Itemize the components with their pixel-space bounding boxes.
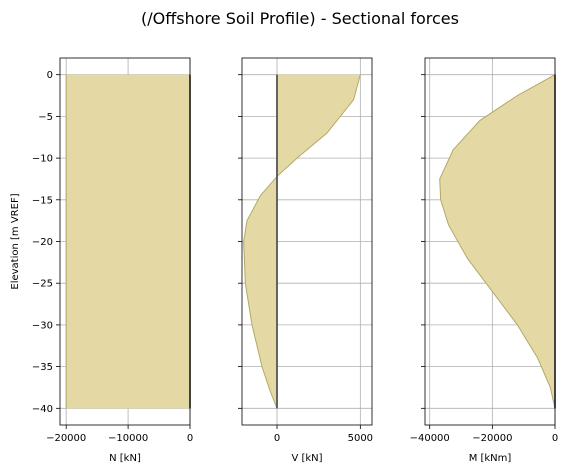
area-fill [243,74,361,409]
panels-group: −20000 −10000 0 0 −5 −10 −15 −20 −25 −30 −35 −40 N [… [10,57,558,464]
area-fill [66,74,190,409]
panel-2: 0 5000 V [kN] [238,57,373,464]
y-tick-label: −10 [32,154,53,165]
y-axis-label: Elevation [m VREF] [10,193,21,289]
x-tick-label: 0 [187,433,193,444]
x-tick-label: 0 [274,433,280,444]
x-tick-label: −20000 [46,433,86,444]
x-axis-label: V [kN] [291,453,322,464]
series-line [243,74,361,409]
x-tick-label: −10000 [108,433,148,444]
x-tick-label: −40000 [410,433,450,444]
x-axis-label: N [kN] [109,453,141,464]
y-tick-label: −15 [32,195,53,206]
y-tick-label: −40 [32,404,53,415]
y-tick-label: 0 [47,70,53,81]
y-tick-label: −30 [32,320,53,331]
y-tick-label: −35 [32,362,53,373]
y-tick-label: −20 [32,237,53,248]
figure-title: (/Offshore Soil Profile) - Sectional for… [141,9,459,28]
x-tick-label: −20000 [472,433,512,444]
x-tick-label: 5000 [348,433,373,444]
series-line [439,74,556,409]
x-axis-label: M [kNm] [469,453,512,464]
area-fill [439,74,555,409]
y-tick-label: −25 [32,279,53,290]
x-tick-label: 0 [552,433,558,444]
panel-3: −40000 −20000 0 M [kNm] [410,57,558,464]
panel-1: −20000 −10000 0 0 −5 −10 −15 −20 −25 −30 −35 −40 N [… [10,57,193,464]
y-tick-label: −5 [38,112,53,123]
